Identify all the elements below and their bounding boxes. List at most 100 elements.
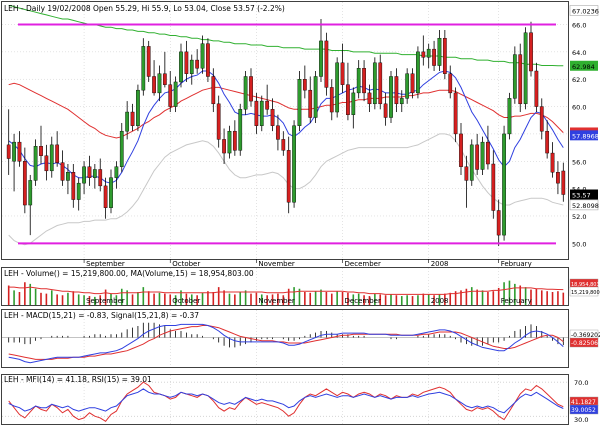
candle-body xyxy=(540,107,543,132)
volume-bar xyxy=(56,294,58,305)
volume-panel-title: LEH - Volume() = 15,219,800.00, MA(Volum… xyxy=(4,269,254,278)
volume-bar xyxy=(546,291,548,305)
volume-bar xyxy=(8,286,10,306)
volume-bar xyxy=(229,294,231,305)
price-tick-label: 52.0 xyxy=(572,213,586,221)
candle-body xyxy=(470,145,473,181)
candle-body xyxy=(169,85,172,107)
price-tick-label: 50.0 xyxy=(572,240,586,248)
candle-body xyxy=(368,93,371,104)
candle-body xyxy=(201,44,204,69)
candle-body xyxy=(309,90,312,117)
candle-body xyxy=(443,38,446,74)
rsi-value-label: 39.0052 xyxy=(571,407,596,414)
candle-body xyxy=(475,145,478,170)
mfi-rsi-tick-label: 70.0 xyxy=(574,379,588,387)
candle-body xyxy=(23,161,26,205)
candle-body xyxy=(330,87,333,112)
candle-body xyxy=(88,167,91,178)
candle-body xyxy=(497,211,500,236)
candle-body xyxy=(492,164,495,210)
volume-bar xyxy=(239,292,241,305)
candle-body xyxy=(395,76,398,103)
candle-body xyxy=(45,156,48,171)
volume-bar xyxy=(423,294,425,305)
price-tick-label: 56.0 xyxy=(572,158,586,166)
candle-body xyxy=(346,85,349,115)
volume-date-label: December xyxy=(345,297,381,305)
candle-body xyxy=(519,55,522,104)
candle-body xyxy=(260,101,263,126)
price-tick-label: 66.0 xyxy=(572,22,586,30)
candle-body xyxy=(217,104,220,140)
candle-body xyxy=(438,38,441,65)
volume-bar xyxy=(487,292,489,305)
candle-body xyxy=(319,41,322,77)
volume-date-label: February xyxy=(501,297,532,305)
candle-body xyxy=(459,134,462,167)
volume-bar xyxy=(256,293,258,305)
candle-body xyxy=(66,172,69,180)
candle-body xyxy=(244,76,247,109)
candle-body xyxy=(131,112,134,126)
candle-body xyxy=(190,60,193,74)
candle-body xyxy=(82,167,85,183)
candle-body xyxy=(535,71,538,107)
candle-body xyxy=(341,63,344,85)
candle-body xyxy=(50,145,53,171)
volume-date-label: November xyxy=(258,297,295,305)
price-value-label: 52.8098 xyxy=(572,202,599,210)
candle-body xyxy=(55,145,58,163)
volume-bar xyxy=(51,290,53,305)
volume-bar xyxy=(536,289,538,305)
volume-bar xyxy=(62,295,64,305)
volume-bar xyxy=(428,294,430,305)
volume-bar xyxy=(331,294,333,305)
candle-body xyxy=(379,63,382,104)
volume-bar xyxy=(250,294,252,305)
volume-bar xyxy=(234,294,236,305)
volume-bar xyxy=(385,295,387,305)
candle-body xyxy=(352,93,355,115)
candle-body xyxy=(265,101,268,109)
volume-bar xyxy=(336,291,338,305)
candle-body xyxy=(255,101,258,126)
candle-body xyxy=(125,112,128,131)
price-tick-label: 64.0 xyxy=(572,49,586,57)
volume-bar xyxy=(482,290,484,305)
volume-bar xyxy=(169,294,171,305)
volume-bar xyxy=(315,291,317,305)
volume-bar xyxy=(35,289,37,305)
candle-body xyxy=(93,169,96,177)
volume-bar xyxy=(342,292,344,305)
candle-body xyxy=(384,104,387,118)
volume-bar xyxy=(164,294,166,305)
volume-bar xyxy=(417,295,419,305)
volume-bar xyxy=(476,290,478,305)
candle-body xyxy=(34,146,37,180)
volume-date-label: October xyxy=(172,297,200,305)
mfi-rsi-panel-title: LEH - MFI(14) = 41.18, RSI(15) = 39.01 xyxy=(4,375,152,384)
volume-bar xyxy=(218,287,220,305)
candle-body xyxy=(416,52,419,93)
candle-body xyxy=(152,76,155,92)
candle-body xyxy=(271,109,274,125)
volume-bar xyxy=(449,293,451,305)
volume-bar xyxy=(309,293,311,305)
candle-body xyxy=(195,60,198,68)
date-label: November xyxy=(258,260,295,268)
volume-bar xyxy=(401,296,403,305)
candle-body xyxy=(109,178,112,208)
candle-body xyxy=(562,171,565,195)
candle-body xyxy=(325,41,328,87)
volume-bar xyxy=(159,293,161,305)
macd-axis-labels: -0.369202-0.825066 xyxy=(570,330,600,347)
volume-bar xyxy=(19,292,21,305)
candle-body xyxy=(400,98,403,103)
candle-body xyxy=(508,98,511,134)
volume-bar xyxy=(132,294,134,305)
candle-body xyxy=(120,131,123,167)
candle-body xyxy=(529,33,532,71)
volume-bar xyxy=(406,295,408,305)
candle-body xyxy=(206,44,209,77)
